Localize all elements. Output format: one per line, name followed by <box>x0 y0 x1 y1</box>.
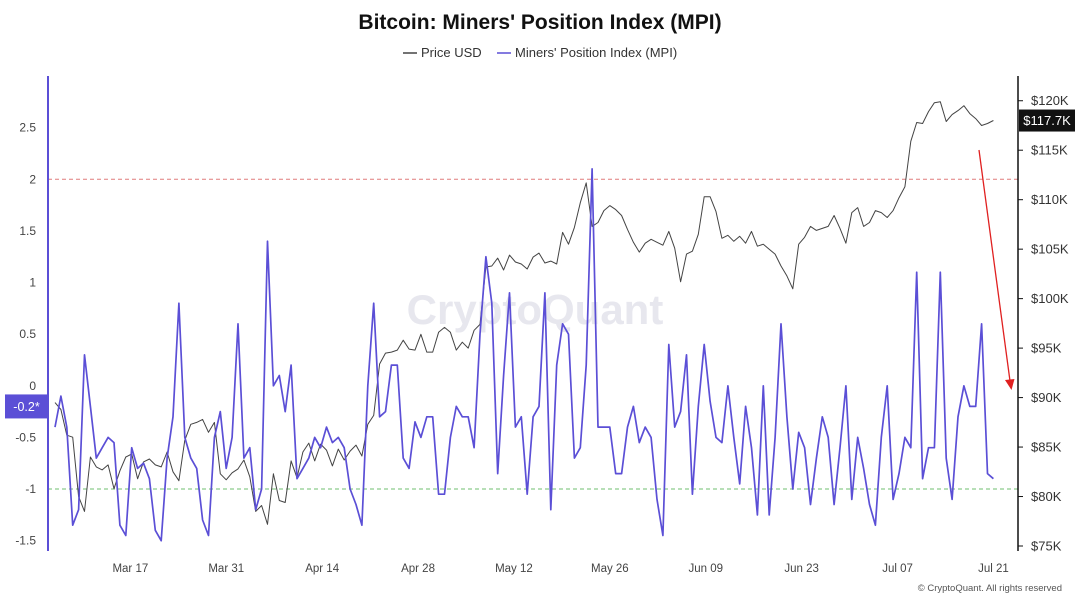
series <box>54 101 1015 542</box>
x-tick-label: Jul 07 <box>882 563 913 575</box>
left-tick-label: -1.5 <box>15 534 36 548</box>
legend-mpi-label[interactable]: Miners' Position Index (MPI) <box>515 45 677 60</box>
axes <box>47 76 1023 551</box>
right-tick-label: $120K <box>1031 93 1069 108</box>
left-tick-label: 2 <box>29 172 36 186</box>
credit-text: © CryptoQuant. All rights reserved <box>918 583 1062 594</box>
right-tick-label: $110K <box>1031 192 1068 207</box>
left-tick-label: -0.5 <box>15 430 36 444</box>
right-tick-label: $90K <box>1031 390 1062 405</box>
price-value-badge-text: $117.7K <box>1023 113 1071 128</box>
x-tick-label: Apr 14 <box>305 563 339 575</box>
left-tick-label: 2.5 <box>19 121 36 135</box>
mpi-value-badge-text: -0.2* <box>13 400 40 414</box>
mpi-value-badge <box>5 394 48 419</box>
reference-lines <box>48 178 1018 490</box>
left-tick-label: -1 <box>25 482 36 496</box>
left-tick-label: 1 <box>29 276 36 290</box>
right-tick-label: $75K <box>1031 539 1062 554</box>
x-tick-label: Jun 23 <box>784 563 819 575</box>
right-tick-label: $95K <box>1031 341 1062 356</box>
left-tick-label: 0 <box>29 379 36 393</box>
price-line <box>54 101 994 525</box>
right-tick-label: $85K <box>1031 440 1062 455</box>
watermark: CryptoQuant <box>407 286 664 333</box>
legend: Price USD Miners' Position Index (MPI) <box>403 45 677 60</box>
x-tick-label: Mar 31 <box>208 563 244 575</box>
mpi-line <box>54 168 994 542</box>
x-tick-label: May 12 <box>495 563 533 575</box>
x-tick-label: Apr 28 <box>401 563 435 575</box>
chart-title: Bitcoin: Miners' Position Index (MPI) <box>358 11 721 34</box>
x-tick-label: Jun 09 <box>688 563 723 575</box>
x-tick-label: May 26 <box>591 563 629 575</box>
tick-labels: 2.5 2 1.5 1 0.5 0 -0.5 -1 -1.5 $120K $115K $110K $10… <box>15 93 1069 575</box>
x-tick-label: Jul 21 <box>978 563 1009 575</box>
right-tick-label: $80K <box>1031 489 1062 504</box>
value-badges: $117.7K -0.2* <box>5 109 1075 419</box>
right-tick-label: $105K <box>1031 242 1069 257</box>
right-tick-label: $115K <box>1031 143 1068 158</box>
price-value-badge <box>1019 109 1075 132</box>
trend-arrow-line <box>978 149 1011 382</box>
left-tick-label: 0.5 <box>19 327 36 341</box>
left-tick-label: 1.5 <box>19 224 36 238</box>
right-tick-label: $100K <box>1031 291 1069 306</box>
legend-price-label[interactable]: Price USD <box>421 45 482 60</box>
trend-arrow-head <box>1005 379 1015 390</box>
x-tick-label: Mar 17 <box>112 563 148 575</box>
